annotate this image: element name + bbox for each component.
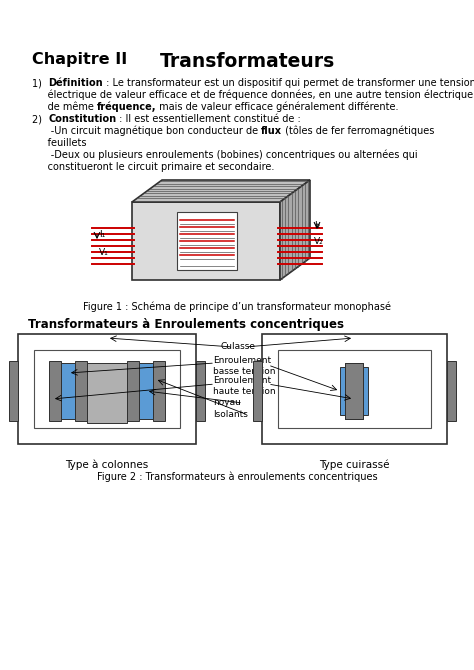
Bar xyxy=(127,361,139,421)
Text: Figure 1 : Schéma de principe d’un transformateur monophasé: Figure 1 : Schéma de principe d’un trans… xyxy=(83,302,391,312)
Text: (tôles de fer ferromagnétiques: (tôles de fer ferromagnétiques xyxy=(282,126,435,137)
Bar xyxy=(49,361,61,421)
Bar xyxy=(87,363,127,423)
Polygon shape xyxy=(132,180,310,202)
Text: électrique de valeur efficace et de fréquence données, en une autre tension élec: électrique de valeur efficace et de fréq… xyxy=(32,90,473,100)
Text: constitueront le circuit primaire et secondaire.: constitueront le circuit primaire et sec… xyxy=(32,162,274,172)
Bar xyxy=(139,363,153,419)
Text: Culasse: Culasse xyxy=(221,342,256,351)
Text: 2): 2) xyxy=(32,114,48,124)
Bar xyxy=(345,363,363,419)
Bar xyxy=(345,363,363,419)
Bar xyxy=(447,361,456,421)
Bar xyxy=(9,361,18,421)
Text: noyau: noyau xyxy=(213,398,241,407)
Text: flux: flux xyxy=(261,126,282,136)
Text: V₂: V₂ xyxy=(314,237,324,246)
Text: Type à colonnes: Type à colonnes xyxy=(65,460,149,470)
Bar xyxy=(253,361,262,421)
Bar xyxy=(34,350,180,428)
Text: I₂: I₂ xyxy=(314,221,320,230)
Text: V₁: V₁ xyxy=(99,248,109,257)
Text: Chapitre II: Chapitre II xyxy=(32,52,127,67)
Text: Enroulement
basse tension: Enroulement basse tension xyxy=(213,356,275,376)
Text: : Le transformateur est un dispositif qui permet de transformer une tension: : Le transformateur est un dispositif qu… xyxy=(103,78,474,88)
Text: Définition: Définition xyxy=(48,78,103,88)
Text: Isolants: Isolants xyxy=(213,410,248,419)
Text: fréquence,: fréquence, xyxy=(97,102,156,113)
Text: -Deux ou plusieurs enroulements (bobines) concentriques ou alternées qui: -Deux ou plusieurs enroulements (bobines… xyxy=(32,150,418,161)
Text: mais de valeur efficace généralement différente.: mais de valeur efficace généralement dif… xyxy=(156,102,399,113)
Polygon shape xyxy=(177,212,237,270)
Bar xyxy=(278,350,431,428)
Text: Enroulement
haute tension: Enroulement haute tension xyxy=(213,376,275,396)
Text: : Il est essentiellement constitué de :: : Il est essentiellement constitué de : xyxy=(117,114,301,124)
Polygon shape xyxy=(132,202,280,280)
Text: de même: de même xyxy=(32,102,97,112)
Text: Transformateurs: Transformateurs xyxy=(160,52,335,71)
Text: -Un circuit magnétique bon conducteur de: -Un circuit magnétique bon conducteur de xyxy=(32,126,261,137)
Polygon shape xyxy=(280,180,310,280)
Bar xyxy=(61,363,75,419)
Bar xyxy=(18,334,196,444)
Text: Constitution: Constitution xyxy=(48,114,117,124)
Text: Transformateurs à Enroulements concentriques: Transformateurs à Enroulements concentri… xyxy=(28,318,344,331)
Bar xyxy=(340,367,368,415)
Bar xyxy=(262,334,447,444)
Bar xyxy=(196,361,205,421)
Text: feuillets: feuillets xyxy=(32,138,86,148)
Bar xyxy=(153,361,165,421)
Text: Figure 2 : Transformateurs à enroulements concentriques: Figure 2 : Transformateurs à enroulement… xyxy=(97,472,377,482)
Text: Type cuirassé: Type cuirassé xyxy=(319,460,389,470)
Text: 1): 1) xyxy=(32,78,48,88)
Bar xyxy=(75,361,87,421)
Text: I₁: I₁ xyxy=(99,230,105,239)
